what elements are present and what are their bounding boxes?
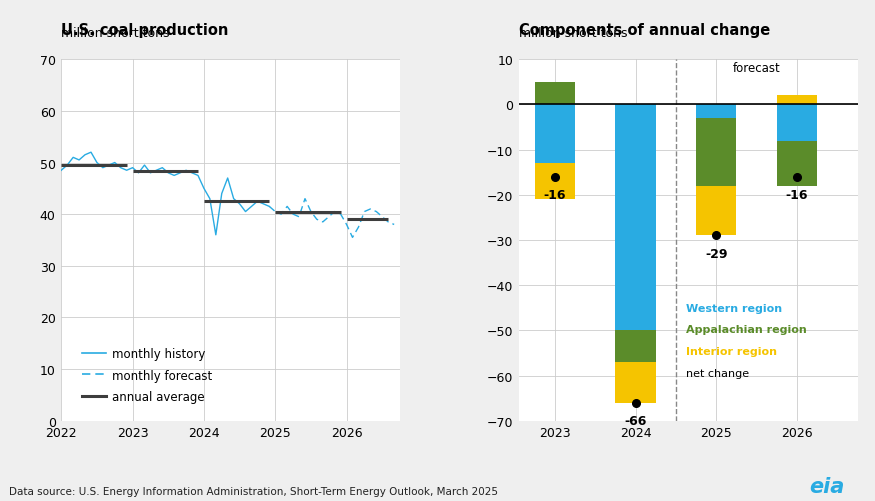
Bar	[615, 105, 656, 331]
Bar	[696, 105, 737, 119]
Text: Data source: U.S. Energy Information Administration, Short-Term Energy Outlook, : Data source: U.S. Energy Information Adm…	[9, 486, 498, 496]
Bar	[777, 141, 817, 186]
Text: Appalachian region: Appalachian region	[686, 325, 807, 335]
Bar	[535, 83, 575, 105]
Text: eia: eia	[809, 476, 844, 496]
Text: -16: -16	[543, 188, 566, 201]
Text: net change: net change	[686, 368, 749, 378]
Text: Components of annual change: Components of annual change	[519, 23, 770, 38]
Text: Interior region: Interior region	[686, 346, 777, 356]
Bar	[615, 362, 656, 403]
Text: -16: -16	[786, 188, 808, 201]
Text: U.S. coal production: U.S. coal production	[61, 23, 228, 38]
Bar	[535, 164, 575, 200]
Legend: monthly history, monthly forecast, annual average: monthly history, monthly forecast, annua…	[77, 343, 216, 408]
Text: million short tons: million short tons	[519, 28, 627, 40]
Text: -66: -66	[625, 414, 647, 427]
Text: million short tons: million short tons	[61, 28, 170, 40]
Text: forecast: forecast	[732, 62, 780, 75]
Bar	[696, 186, 737, 236]
Bar	[696, 119, 737, 186]
Bar	[535, 105, 575, 164]
Text: Western region: Western region	[686, 303, 781, 313]
Text: -29: -29	[705, 247, 728, 260]
Bar	[777, 96, 817, 105]
Bar	[777, 105, 817, 141]
Bar	[615, 331, 656, 362]
